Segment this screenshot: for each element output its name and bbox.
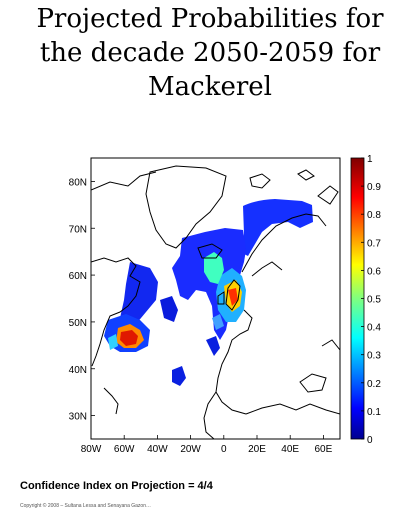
coast-ireland bbox=[217, 291, 225, 305]
nw-atlantic-edge bbox=[108, 334, 118, 350]
mid-atlantic-patch bbox=[160, 296, 178, 322]
coast-africa bbox=[203, 391, 217, 439]
copyright-note: Copyright © 2008 – Sultana Lessa and Sen… bbox=[20, 503, 151, 509]
probability-field bbox=[104, 199, 313, 386]
lat-tick-label: 30N bbox=[69, 412, 87, 423]
latitude-axis: 30N 40N 50N 60N 70N 80N bbox=[69, 177, 95, 423]
labrador-band bbox=[120, 262, 158, 330]
lon-tick-label: 60W bbox=[114, 444, 135, 455]
lon-tick-label: 20W bbox=[180, 444, 201, 455]
colorbar-tick-label: 0.2 bbox=[367, 379, 381, 390]
coast-north-america bbox=[91, 257, 141, 367]
map-title: Projected Probabilities for the decade 2… bbox=[0, 2, 420, 104]
title-line-2: the decade 2050-2059 for bbox=[39, 38, 381, 68]
colorbar-tick-label: 0.5 bbox=[367, 295, 381, 306]
coast-black-sea bbox=[299, 373, 327, 393]
colorbar-tick-label: 0.9 bbox=[367, 182, 381, 193]
lon-tick-label: 40E bbox=[281, 444, 299, 455]
coast-mediterranean bbox=[245, 403, 340, 415]
colorbar-tick-label: 0.3 bbox=[367, 351, 381, 362]
colorbar-tick-label: 0.4 bbox=[367, 323, 381, 334]
coast-florida bbox=[103, 387, 119, 415]
bay-patch bbox=[212, 314, 224, 330]
colorbar-tick-label: 0.6 bbox=[367, 266, 381, 277]
coast-iceland bbox=[197, 243, 223, 259]
title-line-3: Mackerel bbox=[148, 72, 272, 102]
nw-atlantic-hot bbox=[120, 330, 138, 346]
ne-atlantic-hot bbox=[228, 288, 238, 306]
lon-tick-label: 20E bbox=[248, 444, 266, 455]
coast-baltic bbox=[251, 261, 283, 277]
colorbar-ticks: 0 0.1 0.2 0.3 0.4 0.5 0.6 0.7 0.8 0.9 1 bbox=[361, 154, 381, 446]
coast-franz-josef bbox=[297, 169, 315, 181]
confidence-index: Confidence Index on Projection = 4/4 bbox=[20, 480, 213, 492]
coast-europe-west bbox=[215, 309, 253, 415]
title-line-1: Projected Probabilities for bbox=[36, 4, 384, 34]
lat-tick-label: 40N bbox=[69, 365, 87, 376]
coast-caspian bbox=[321, 339, 340, 351]
coastlines bbox=[91, 165, 340, 439]
biscay-patch bbox=[206, 336, 220, 356]
colorbar-tick-label: 1 bbox=[367, 154, 373, 165]
colorbar-tick-label: 0.8 bbox=[367, 210, 381, 221]
lat-tick-label: 70N bbox=[69, 224, 87, 235]
coast-novaya-zemlya bbox=[317, 185, 339, 205]
coast-greenland bbox=[145, 165, 227, 249]
colorbar-tick-label: 0.1 bbox=[367, 407, 381, 418]
lon-tick-label: 40W bbox=[147, 444, 168, 455]
faroe-plume bbox=[204, 252, 224, 284]
coast-svalbard bbox=[249, 173, 271, 189]
colorbar-tick-label: 0 bbox=[367, 435, 373, 446]
lon-tick-label: 0 bbox=[221, 444, 227, 455]
lon-tick-label: 80W bbox=[81, 444, 102, 455]
coast-arctic-canada bbox=[91, 171, 157, 191]
coast-scandinavia bbox=[241, 213, 327, 273]
map-frame bbox=[90, 157, 341, 440]
barents-sea-band bbox=[240, 199, 313, 256]
coast-britain bbox=[225, 279, 241, 311]
lon-tick-label: 60E bbox=[315, 444, 333, 455]
longitude-axis: 80W 60W 40W 20W 0 20E 40E 60E bbox=[81, 435, 333, 455]
azores-patch bbox=[172, 366, 186, 386]
lat-tick-label: 50N bbox=[69, 318, 87, 329]
lat-tick-label: 60N bbox=[69, 271, 87, 282]
colorbar-tick-label: 0.7 bbox=[367, 238, 381, 249]
lat-tick-label: 80N bbox=[69, 177, 87, 188]
